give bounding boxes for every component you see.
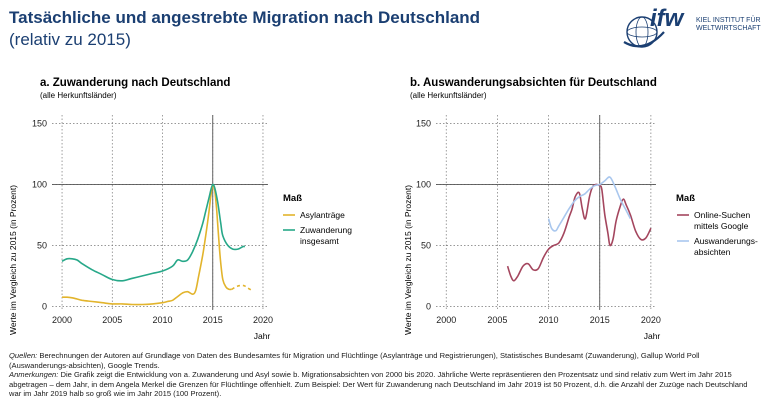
chart-a-series-line-1: [231, 284, 253, 292]
chart-a-ylabel: Werte im Vergleich zu 2015 (in Prozent): [8, 185, 18, 335]
chart-b-series-line-1: [547, 176, 632, 232]
chart-b-legend-absicht-2: absichten: [694, 247, 731, 257]
chart-b-ylabel: Werte im Vergleich zu 2015 (in Prozent): [403, 185, 413, 335]
logo-wordmark: ifw: [650, 5, 685, 32]
chart-a-legend-title: Maß: [283, 193, 302, 204]
chart-a-subtitle: (alle Herkunftsländer): [40, 91, 117, 100]
chart-a-title: a. Zuwanderung nach Deutschland: [40, 77, 230, 89]
chart-a-xlabel: Jahr: [254, 331, 271, 341]
chart-a-legend-zuw-2: insgesamt: [300, 236, 339, 246]
chart-b-legend-title: Maß: [676, 193, 695, 204]
chart-a-xtick-2010: 2010: [152, 315, 172, 325]
chart-b-xtick-2015: 2015: [590, 315, 610, 325]
chart-zuwanderung: a. Zuwanderung nach Deutschland (alle He…: [8, 77, 352, 341]
chart-a-series-line-2: [61, 183, 246, 282]
footnotes: Quellen: Berechnungen der Autoren auf Gr…: [9, 351, 761, 399]
chart-a-ytick-0: 0: [42, 301, 47, 311]
chart-b-xlabel: Jahr: [644, 331, 661, 341]
chart-a-legend-zuw-1: Zuwanderung: [300, 225, 352, 235]
chart-a-ytick-150: 150: [32, 119, 47, 129]
page-title: Tatsächliche und angestrebte Migration n…: [9, 8, 481, 27]
page-subtitle: (relativ zu 2015): [9, 30, 131, 49]
chart-b-ytick-50: 50: [421, 240, 431, 250]
chart-b-xtick-2010: 2010: [539, 315, 559, 325]
sources-text: Berechnungen der Autoren auf Grundlage v…: [9, 351, 700, 370]
chart-b-ytick-100: 100: [416, 179, 431, 189]
chart-b-subtitle: (alle Herkunftsländer): [410, 91, 487, 100]
chart-b-xtick-2020: 2020: [641, 315, 661, 325]
globe-icon: [623, 16, 665, 48]
sources-lead: Quellen:: [9, 351, 38, 360]
chart-b-xtick-2000: 2000: [436, 315, 456, 325]
chart-a-xtick-2005: 2005: [102, 315, 122, 325]
logo-line-2: WELTWIRTSCHAFT: [696, 25, 761, 32]
logo-line-1: KIEL INSTITUT FÜR: [696, 16, 761, 24]
chart-a-xtick-2000: 2000: [52, 315, 72, 325]
chart-a-series-line-0: [61, 184, 232, 306]
notes-text: Die Grafik zeigt die Entwicklung von a. …: [9, 370, 748, 399]
chart-auswanderungsabsichten: b. Auswanderungsabsichten für Deutschlan…: [403, 77, 758, 341]
chart-a-legend-asyl: Asylanträge: [300, 210, 345, 220]
chart-b-legend-absicht-1: Auswanderungs-: [694, 236, 758, 246]
chart-a-ytick-50: 50: [37, 240, 47, 250]
chart-a-ytick-100: 100: [32, 179, 47, 189]
chart-b-legend-google-1: Online-Suchen: [694, 210, 751, 220]
notes-lead: Anmerkungen:: [9, 370, 59, 380]
chart-a-xtick-2020: 2020: [253, 315, 273, 325]
chart-b-legend-google-2: mittels Google: [694, 221, 749, 231]
chart-b-xtick-2005: 2005: [487, 315, 507, 325]
chart-b-ytick-0: 0: [426, 301, 431, 311]
ifw-logo: ifw KIEL INSTITUT FÜR WELTWIRTSCHAFT: [623, 5, 761, 48]
chart-a-xtick-2015: 2015: [203, 315, 223, 325]
chart-b-ytick-150: 150: [416, 119, 431, 129]
chart-b-title: b. Auswanderungsabsichten für Deutschlan…: [410, 77, 657, 89]
chart-b-series-line-0: [506, 183, 652, 282]
